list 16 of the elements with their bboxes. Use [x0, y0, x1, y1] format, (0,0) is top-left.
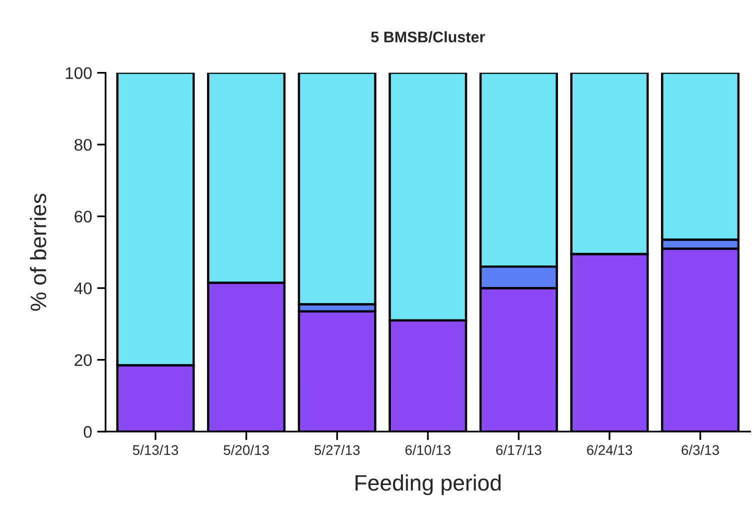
x-tick-label: 6/24/13 [587, 444, 632, 455]
x-tick-label: 5/27/13 [314, 444, 360, 455]
x-tick-label: 6/10/13 [405, 444, 450, 455]
y-tick-label: 0 [84, 426, 92, 438]
x-tick-label: 6/17/13 [496, 444, 542, 455]
x-tick-label: 6/3/13 [682, 444, 719, 455]
y-tick-label: 40 [74, 282, 92, 294]
x-tick-label: 5/20/13 [224, 444, 269, 455]
y-tick-label: 20 [74, 354, 92, 366]
x-axis-title: Feeding period [356, 474, 501, 496]
x-tick-label: 5/13/13 [132, 444, 178, 455]
y-axis-title: % of berries [30, 194, 46, 311]
y-tick-label: 100 [66, 67, 92, 80]
y-tick-label: 80 [74, 138, 92, 151]
y-tick-label: 60 [74, 210, 92, 223]
chart-title: 5 BMSB/Cluster [371, 31, 485, 43]
